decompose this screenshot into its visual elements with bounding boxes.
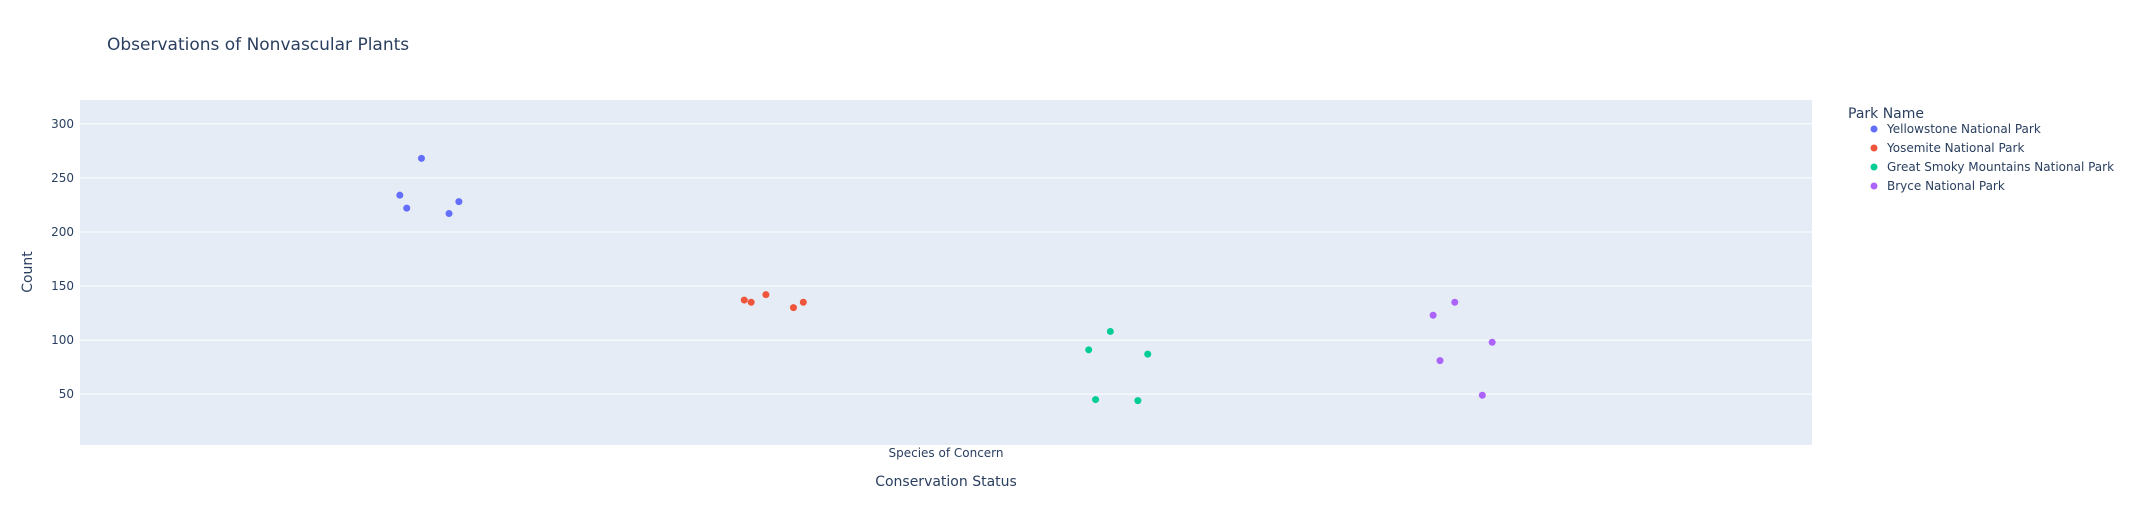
legend-item-label[interactable]: Yellowstone National Park <box>1886 122 2041 136</box>
data-point[interactable] <box>789 304 797 312</box>
data-point[interactable] <box>1478 391 1486 399</box>
legend-item-label[interactable]: Great Smoky Mountains National Park <box>1887 160 2114 174</box>
data-point[interactable] <box>799 298 807 306</box>
data-point[interactable] <box>1436 357 1444 365</box>
y-tick-label: 100 <box>51 333 74 347</box>
legend-title: Park Name <box>1848 106 1924 122</box>
data-point[interactable] <box>762 291 770 299</box>
data-point[interactable] <box>455 198 463 206</box>
legend-item-label[interactable]: Yosemite National Park <box>1886 141 2024 155</box>
y-axis-title: Count <box>20 251 36 293</box>
data-point[interactable] <box>1134 397 1142 405</box>
legend-marker[interactable] <box>1870 125 1878 133</box>
data-point[interactable] <box>417 154 425 162</box>
data-point[interactable] <box>1429 311 1437 319</box>
chart-title: Observations of Nonvascular Plants <box>107 35 409 55</box>
legend-marker[interactable] <box>1870 182 1878 190</box>
legend-marker[interactable] <box>1870 163 1878 171</box>
data-point[interactable] <box>396 191 404 199</box>
data-point[interactable] <box>1085 346 1093 354</box>
legend[interactable]: Park Name Yellowstone National Park Yosem… <box>1848 106 2114 193</box>
plot-area <box>80 100 1812 445</box>
legend-item-label[interactable]: Bryce National Park <box>1887 179 2005 193</box>
y-tick-label: 150 <box>51 279 74 293</box>
x-tick-label: Species of Concern <box>888 446 1003 460</box>
data-point[interactable] <box>1092 396 1100 404</box>
data-point[interactable] <box>1106 327 1114 335</box>
y-tick-label: 50 <box>59 387 74 401</box>
data-point[interactable] <box>1144 350 1152 358</box>
data-point[interactable] <box>403 204 411 212</box>
data-point[interactable] <box>1451 298 1459 306</box>
data-point[interactable] <box>740 296 748 304</box>
legend-marker[interactable] <box>1870 144 1878 152</box>
y-tick-label: 200 <box>51 225 74 239</box>
y-tick-label: 250 <box>51 171 74 185</box>
data-point[interactable] <box>1488 338 1496 346</box>
y-tick-label: 300 <box>51 117 74 131</box>
x-axis-title: Conservation Status <box>875 474 1017 490</box>
data-point[interactable] <box>445 210 453 218</box>
data-point[interactable] <box>747 298 755 306</box>
